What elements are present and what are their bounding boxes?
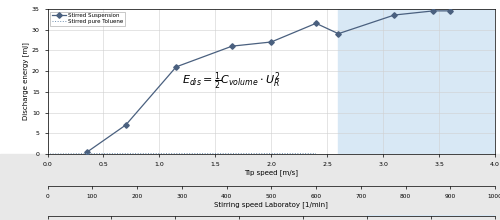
Stirred Suspension bbox=[84, 151, 89, 154]
Stirred pure Toluene bbox=[173, 152, 179, 155]
Stirred pure Toluene bbox=[44, 153, 51, 155]
Legend: Stirred Suspension, Stirred pure Toluene: Stirred Suspension, Stirred pure Toluene bbox=[50, 12, 125, 26]
X-axis label: Stirring speed Laboratoy [1/min]: Stirring speed Laboratoy [1/min] bbox=[214, 201, 328, 208]
Stirred pure Toluene bbox=[313, 152, 319, 155]
Stirred Suspension bbox=[313, 22, 319, 25]
Stirred Suspension bbox=[392, 14, 398, 16]
Text: $E_{dis} = \frac{1}{2} C_{volume} \cdot U_R^2$: $E_{dis} = \frac{1}{2} C_{volume} \cdot … bbox=[182, 71, 280, 92]
Bar bbox=[367, 215, 495, 216]
X-axis label: Tip speed [m/s]: Tip speed [m/s] bbox=[244, 169, 298, 176]
Stirred pure Toluene bbox=[84, 152, 89, 155]
Stirred pure Toluene bbox=[268, 152, 274, 155]
Stirred Suspension bbox=[447, 9, 453, 12]
Stirred Suspension bbox=[173, 66, 179, 68]
Stirred Suspension bbox=[430, 9, 436, 12]
Stirred Suspension bbox=[336, 32, 342, 35]
Stirred pure Toluene bbox=[123, 152, 129, 155]
Stirred Suspension bbox=[229, 45, 235, 48]
Stirred Suspension bbox=[268, 41, 274, 43]
Stirred Suspension bbox=[123, 124, 129, 126]
Y-axis label: Discharge energy [mJ]: Discharge energy [mJ] bbox=[22, 42, 29, 120]
Stirred pure Toluene bbox=[229, 152, 235, 155]
Bar bbox=[338, 9, 495, 154]
Line: Stirred Suspension: Stirred Suspension bbox=[84, 9, 452, 154]
